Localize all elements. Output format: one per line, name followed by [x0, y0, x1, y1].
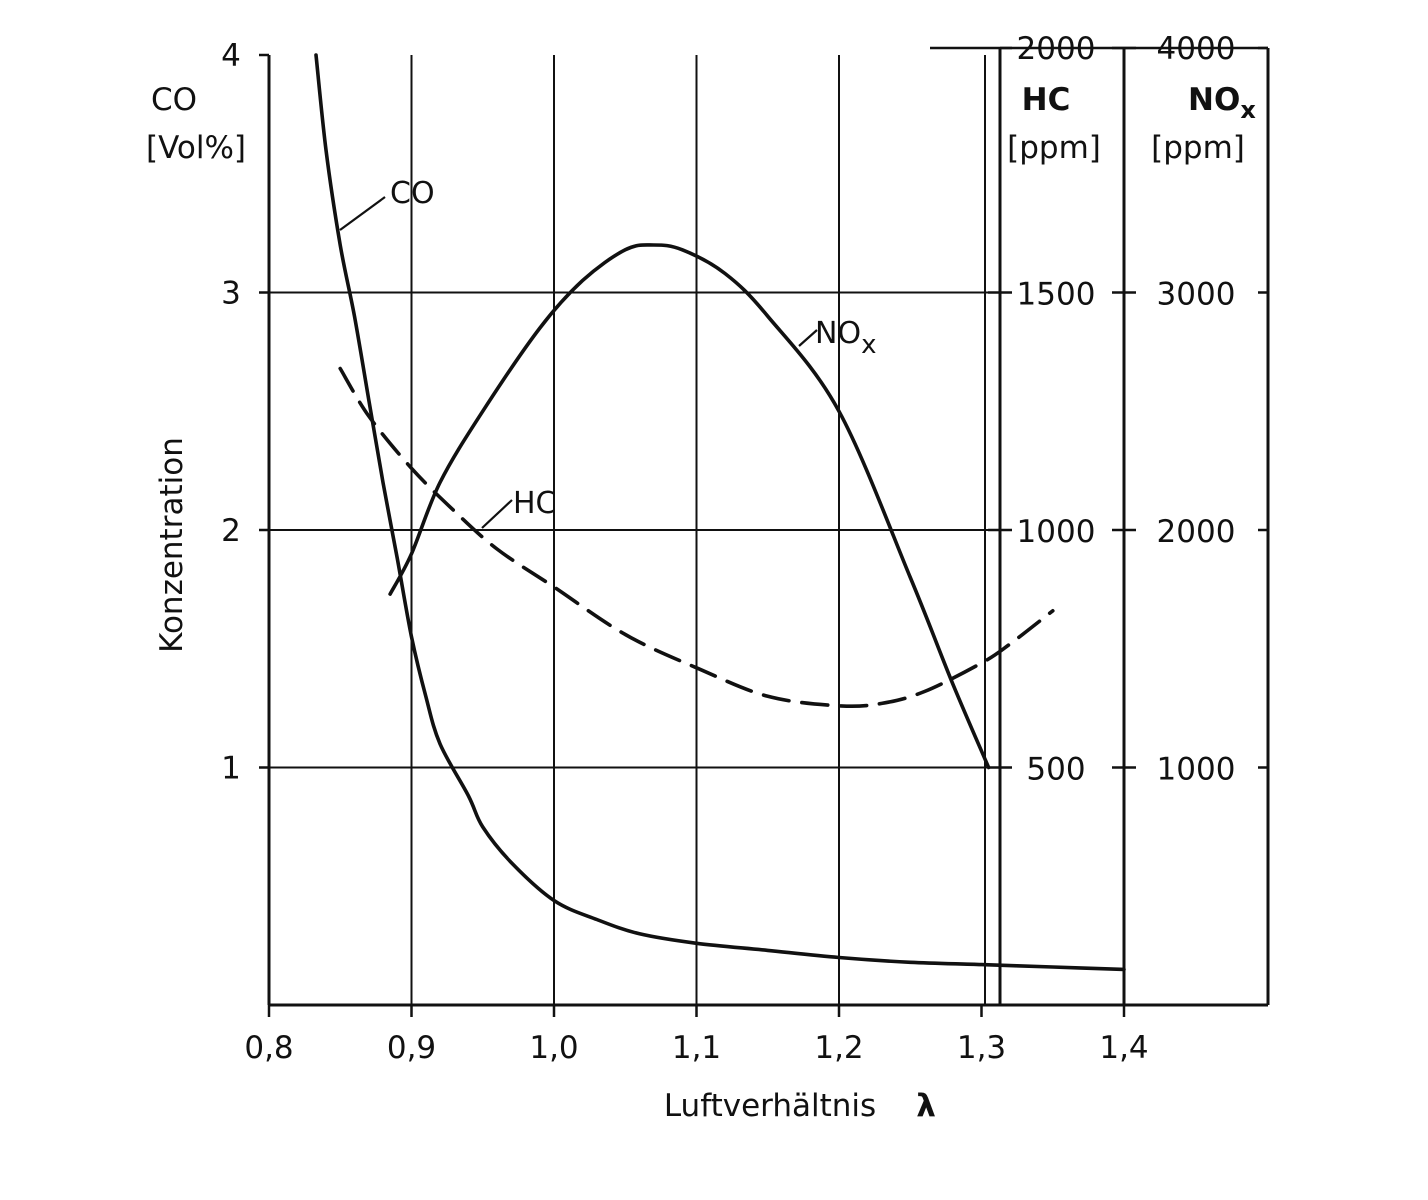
x-axis-symbol: λ — [916, 1088, 936, 1124]
co-label-leader — [339, 196, 386, 231]
hc-tick-label-1500: 1500 — [1017, 277, 1096, 313]
nox-tick-label-2000: 2000 — [1157, 514, 1236, 550]
co-curve-label: CO — [390, 176, 435, 211]
hc-curve-label: HC — [513, 486, 557, 521]
x-tick-label-1,3: 1,3 — [957, 1030, 1006, 1066]
nox-curve — [388, 243, 991, 770]
nox-axis-name-main: NO — [1188, 82, 1240, 118]
x-tick-label-1,4: 1,4 — [1099, 1030, 1148, 1066]
hc-axis-name: HC — [1022, 82, 1071, 118]
x-axis-label: Luftverhältnis — [664, 1088, 876, 1124]
hc-label-leader — [481, 499, 513, 529]
nox-tick-label-4000: 4000 — [1157, 31, 1236, 67]
hc-axis-unit: [ppm] — [1007, 130, 1101, 166]
ticks: 1 2 3 4 500 1000 1500 2000 1000 2000 3000 4000 0,8 0,… — [221, 31, 1268, 1066]
x-tick-label-1,1: 1,1 — [672, 1030, 721, 1066]
nox-tick-label-1000: 1000 — [1157, 752, 1236, 788]
co-axis-name: CO — [151, 82, 197, 118]
nox-curve-label-main: NO — [815, 316, 861, 351]
nox-axis-name: NOx — [1188, 82, 1256, 124]
hc-tick-label-2000: 2000 — [1017, 31, 1096, 67]
nox-axis-name-sub: x — [1240, 96, 1256, 124]
co-axis-unit: [Vol%] — [146, 130, 246, 166]
hc-tick-label-1000: 1000 — [1017, 514, 1096, 550]
nox-curve-label: NOx — [815, 316, 876, 360]
x-tick-label-1,0: 1,0 — [529, 1030, 578, 1066]
y-axis-label: Konzentration — [154, 437, 190, 653]
nox-curve-label-sub: x — [861, 330, 876, 360]
hc-tick-label-500: 500 — [1026, 752, 1085, 788]
curves — [314, 53, 1126, 972]
x-tick-label-1,2: 1,2 — [814, 1030, 863, 1066]
x-tick-label-0,9: 0,9 — [387, 1030, 436, 1066]
nox-label-leader — [798, 329, 818, 347]
co-tick-label-3: 3 — [221, 276, 241, 312]
co-curve — [314, 53, 1126, 972]
x-tick-label-0,8: 0,8 — [244, 1030, 293, 1066]
nox-axis-unit: [ppm] — [1151, 130, 1245, 166]
co-tick-label-1: 1 — [221, 751, 241, 787]
co-tick-label-4: 4 — [221, 38, 241, 74]
co-tick-label-2: 2 — [221, 513, 241, 549]
hc-curve — [338, 366, 1055, 709]
nox-tick-label-3000: 3000 — [1157, 277, 1236, 313]
